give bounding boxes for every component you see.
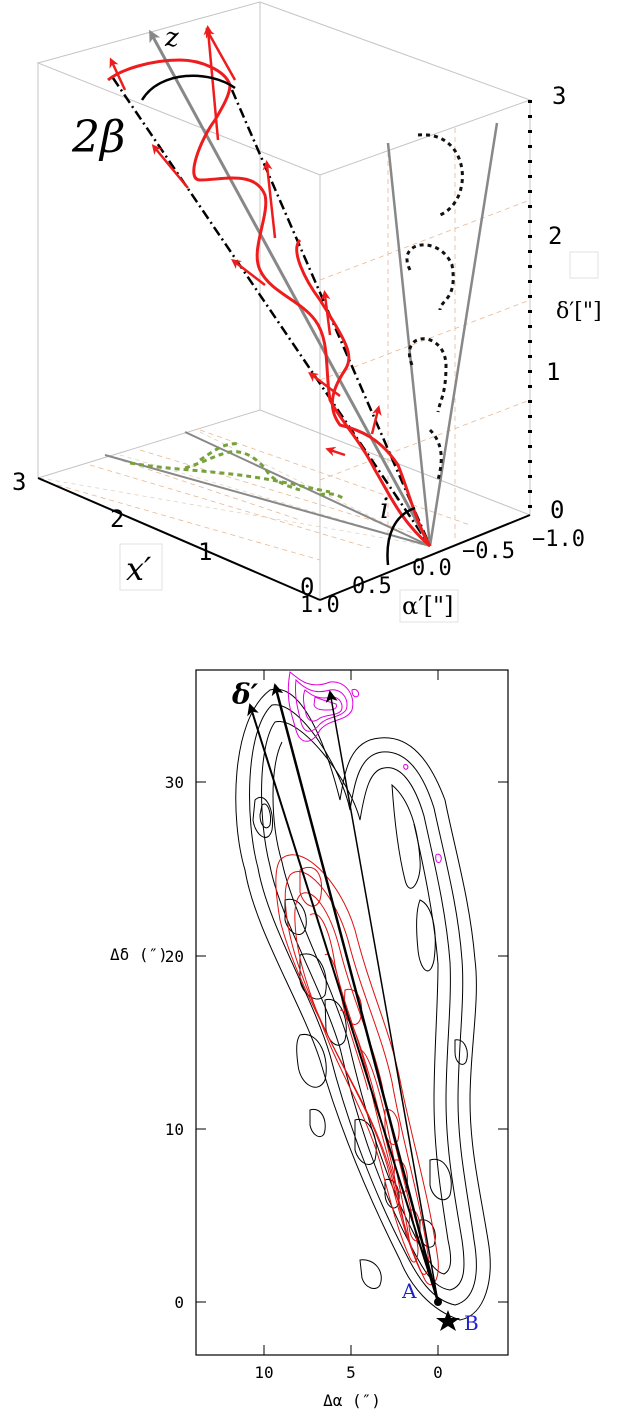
z-axis-label: z [164, 23, 179, 53]
x-tick-label: 3 [12, 468, 26, 496]
y-tick-label: 30 [165, 773, 184, 792]
jet-arrows [247, 683, 440, 1303]
x-ticks [263, 670, 439, 1355]
x-axis-ticks [37, 477, 321, 601]
x-axis-label-box [119, 543, 163, 591]
bottom-panel-contour-map: δ′ A B 30 20 10 0 10 5 0 Δδ (″) Δα (″) [110, 669, 509, 1410]
delta-tick-labels: 3 2 1 0 [546, 82, 566, 524]
delta-tick-label: 2 [548, 222, 562, 250]
inclination-label: i [380, 492, 389, 525]
alpha-tick-labels: 1.0 0.5 0.0 −0.5 −1.0 [300, 527, 585, 618]
cone-edges [111, 77, 432, 547]
source-a-marker [434, 1298, 442, 1306]
inclination-arc [386, 506, 416, 566]
beta-label: 2β [71, 112, 125, 163]
magenta-contours [287, 671, 442, 863]
plot-frame [195, 669, 509, 1356]
x-tick-label: 0 [300, 573, 314, 601]
floor-projection [104, 431, 431, 547]
alpha-tick-label: 1.0 [300, 593, 340, 618]
y-tick-label: 10 [165, 1120, 184, 1139]
red-contours [275, 854, 439, 1286]
delta-tick-label: 1 [546, 358, 560, 386]
x-tick-labels: 3 2 1 0 [12, 468, 314, 601]
source-b-star [436, 1310, 460, 1331]
x-axis-label: Δα (″) [323, 1391, 381, 1410]
alpha-axis-ticks [319, 514, 531, 601]
source-a-label: A [401, 1279, 417, 1303]
top-panel-3d-diagram: 3 2 1 0 1.0 0.5 0.0 −0.5 −1.0 3 2 1 0 z … [12, 1, 602, 623]
x-tick-label: 0 [433, 1363, 443, 1382]
alpha-tick-label: −0.5 [462, 539, 515, 564]
source-b-label: B [464, 1311, 479, 1335]
delta-axis-label: δ′["] [556, 299, 602, 324]
alpha-axis-label-box [399, 589, 459, 623]
delta-tick-label: 0 [550, 496, 564, 524]
beta-arc [140, 74, 236, 101]
alpha-tick-label: 0.0 [412, 556, 452, 581]
y-ticks [196, 781, 508, 1303]
wall-projection [386, 122, 499, 547]
x-tick-label: 2 [110, 505, 124, 533]
y-tick-label: 20 [165, 947, 184, 966]
bounding-box [36, 1, 532, 600]
x-axis-label: x′ [126, 550, 152, 588]
helix [107, 58, 432, 548]
y-tick-label: 0 [174, 1293, 184, 1312]
alpha-tick-label: −1.0 [532, 527, 585, 552]
x-tick-label: 10 [254, 1363, 273, 1382]
x-tick-label: 5 [346, 1363, 356, 1382]
alpha-tick-label: 0.5 [352, 574, 392, 599]
y-tick-labels: 30 20 10 0 [165, 773, 184, 1312]
delta-axis-label-box [569, 251, 599, 279]
delta-prime-label: δ′ [231, 678, 259, 711]
y-axis-label: Δδ (″) [110, 945, 168, 964]
z-axis-arrow [149, 29, 432, 547]
helix-arrows [109, 25, 382, 457]
x-tick-labels: 10 5 0 [254, 1363, 442, 1382]
alpha-axis-label: α′["] [402, 592, 453, 620]
wall-grid [39, 128, 531, 561]
x-tick-label: 1 [198, 538, 212, 566]
delta-tick-label: 3 [552, 82, 566, 110]
